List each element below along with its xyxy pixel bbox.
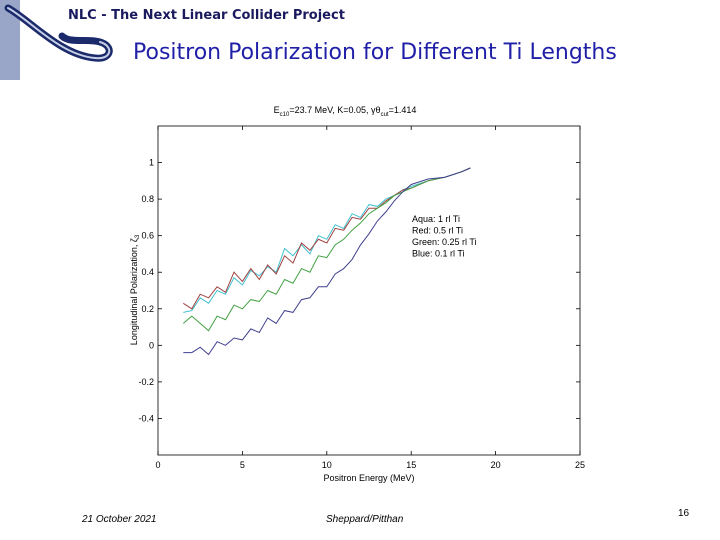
footer-authors: Sheppard/Pitthan: [326, 514, 404, 525]
y-tick-label: 0.2: [141, 304, 154, 314]
x-tick-label: 15: [406, 460, 416, 470]
project-header: NLC - The Next Linear Collider Project: [68, 8, 345, 23]
chart-title: Ec10=23.7 MeV, K=0.05, γθcut=1.414: [274, 105, 417, 118]
series-line: [183, 167, 471, 310]
legend-entry: Green: 0.25 rl Ti: [412, 237, 477, 247]
legend-entry: Aqua: 1 rl Ti: [412, 214, 460, 224]
y-tick-label: 0: [149, 340, 154, 350]
footer-date: 21 October 2021: [82, 514, 157, 525]
series-line: [183, 167, 471, 356]
plot-frame: [157, 125, 581, 456]
page-number: 16: [678, 508, 690, 519]
y-tick-label: 0.4: [141, 267, 154, 277]
logo-highlight-icon: [7, 7, 111, 60]
x-tick-label: 5: [240, 460, 245, 470]
y-tick-label: 0.6: [141, 231, 154, 241]
y-tick-label: 1: [149, 158, 154, 168]
y-tick-label: -0.2: [138, 377, 154, 387]
y-tick-label: 0.8: [141, 194, 154, 204]
x-tick-label: 20: [491, 460, 501, 470]
x-axis-label: Positron Energy (MeV): [323, 473, 414, 483]
y-axis-label: Longitudinal Polarization, ζ3: [129, 234, 141, 345]
slide-title: Positron Polarization for Different Ti L…: [133, 40, 617, 65]
x-tick-label: 10: [322, 460, 332, 470]
legend-entry: Blue: 0.1 rl Ti: [412, 249, 465, 259]
nlc-logo: [0, 0, 113, 80]
x-tick-label: 0: [155, 460, 160, 470]
series-line: [182, 167, 471, 332]
y-tick-label: -0.4: [138, 413, 154, 423]
logo-sidebar-bar: [0, 0, 20, 80]
legend-entry: Red: 0.5 rl Ti: [412, 226, 463, 236]
x-tick-label: 25: [575, 460, 585, 470]
